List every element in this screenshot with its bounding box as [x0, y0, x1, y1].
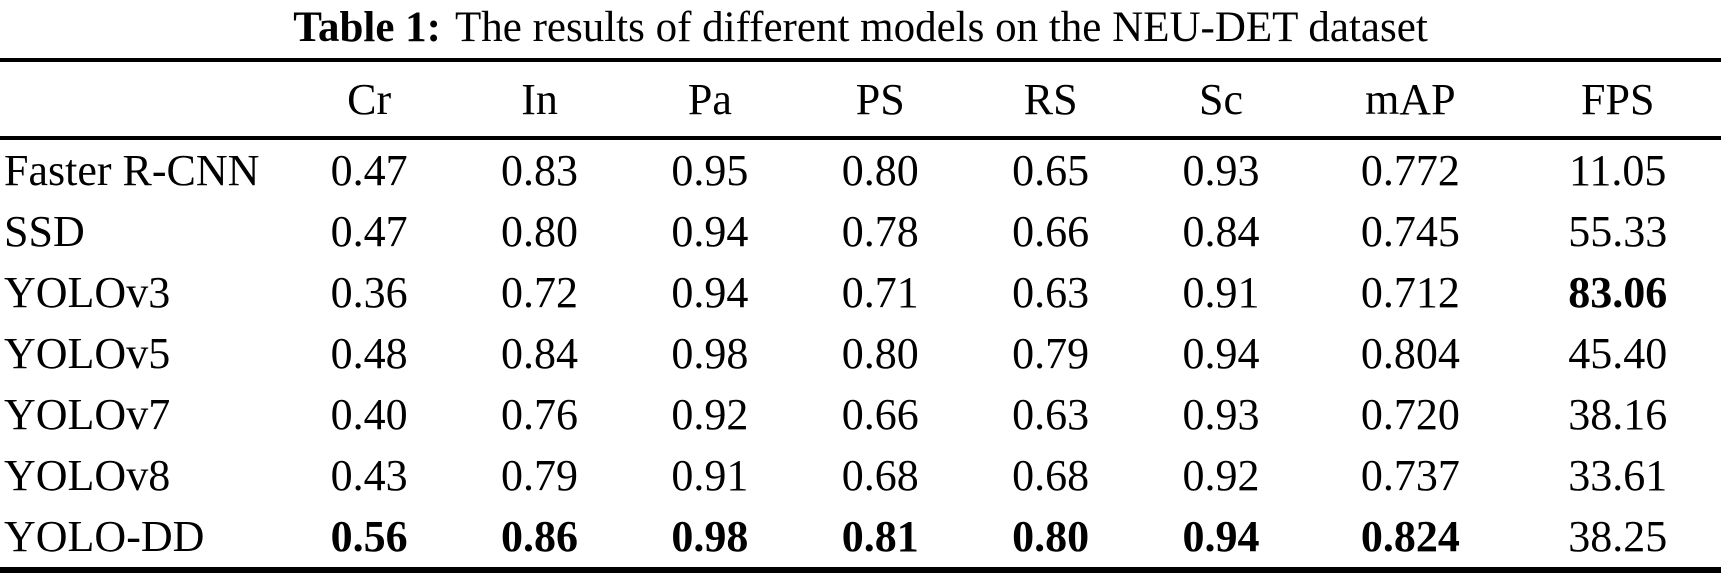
value-cell: 0.712: [1360, 268, 1460, 317]
value-cell: 0.78: [841, 207, 919, 256]
value-cell: 0.94: [671, 268, 749, 317]
results-table: Cr In Pa PS RS Sc mAP FPS Faster R-CNN 0.…: [0, 58, 1721, 573]
table-row: YOLOv5 0.48 0.84 0.98 0.80 0.79 0.94 0.804 45.40: [0, 323, 1721, 384]
value-cell: 0.68: [1012, 451, 1090, 500]
value-cell: 0.47: [330, 146, 408, 195]
value-cell: 0.71: [841, 268, 919, 317]
value-cell: 0.772: [1360, 146, 1460, 195]
value-cell: 0.745: [1360, 207, 1460, 256]
value-cell: 33.61: [1568, 451, 1668, 500]
value-cell: 0.79: [501, 451, 579, 500]
header-map: mAP: [1306, 60, 1515, 140]
model-name-cell: YOLOv5: [4, 329, 171, 378]
value-cell: 0.92: [671, 390, 749, 439]
value-cell: 0.79: [1012, 329, 1090, 378]
value-cell: 0.66: [1012, 207, 1090, 256]
value-cell: 0.93: [1182, 146, 1260, 195]
header-ps: PS: [795, 60, 966, 140]
value-cell: 0.824: [1360, 512, 1460, 561]
value-cell: 0.56: [330, 512, 408, 561]
table-caption-label: Table 1:: [293, 4, 441, 51]
value-cell: 0.94: [1182, 512, 1260, 561]
value-cell: 0.80: [501, 207, 579, 256]
value-cell: 0.76: [501, 390, 579, 439]
value-cell: 0.81: [841, 512, 919, 561]
value-cell: 0.47: [330, 207, 408, 256]
value-cell: 0.63: [1012, 268, 1090, 317]
value-cell: 0.91: [671, 451, 749, 500]
table-row: YOLO-DD 0.56 0.86 0.98 0.81 0.80 0.94 0.824 38.2…: [0, 506, 1721, 570]
model-name-cell: YOLOv7: [4, 390, 171, 439]
value-cell: 38.16: [1568, 390, 1668, 439]
value-cell: 0.84: [501, 329, 579, 378]
value-cell: 0.66: [841, 390, 919, 439]
value-cell: 0.36: [330, 268, 408, 317]
value-cell: 0.98: [671, 512, 749, 561]
value-cell: 0.65: [1012, 146, 1090, 195]
table-caption-text: The results of different models on the N…: [454, 4, 1428, 51]
value-cell: 0.80: [841, 329, 919, 378]
table-body: Faster R-CNN 0.47 0.83 0.95 0.80 0.65 0.93 0.77…: [0, 138, 1721, 570]
value-cell: 55.33: [1568, 207, 1668, 256]
value-cell: 0.80: [841, 146, 919, 195]
model-name-cell: YOLO-DD: [4, 512, 205, 561]
value-cell: 0.86: [501, 512, 579, 561]
table-row: YOLOv7 0.40 0.76 0.92 0.66 0.63 0.93 0.720 38.16: [0, 384, 1721, 445]
value-cell: 0.83: [501, 146, 579, 195]
value-cell: 0.72: [501, 268, 579, 317]
value-cell: 0.92: [1182, 451, 1260, 500]
header-in: In: [454, 60, 625, 140]
table-caption: Table 1: The results of different models …: [0, 0, 1721, 58]
value-cell: 0.91: [1182, 268, 1260, 317]
header-sc: Sc: [1135, 60, 1307, 140]
header-model: [0, 60, 284, 140]
model-name-cell: SSD: [4, 207, 85, 256]
value-cell: 0.48: [330, 329, 408, 378]
header-pa: Pa: [624, 60, 796, 140]
value-cell: 0.63: [1012, 390, 1090, 439]
value-cell: 45.40: [1568, 329, 1668, 378]
value-cell: 0.68: [841, 451, 919, 500]
value-cell: 0.95: [671, 146, 749, 195]
table-row: YOLOv8 0.43 0.79 0.91 0.68 0.68 0.92 0.737 33.61: [0, 445, 1721, 506]
value-cell: 0.94: [671, 207, 749, 256]
value-cell: 0.804: [1360, 329, 1460, 378]
value-cell: 11.05: [1569, 146, 1667, 195]
value-cell: 0.40: [330, 390, 408, 439]
value-cell: 0.98: [671, 329, 749, 378]
header-cr: Cr: [283, 60, 455, 140]
table-row: Faster R-CNN 0.47 0.83 0.95 0.80 0.65 0.93 0.77…: [0, 138, 1721, 201]
model-name-cell: YOLOv8: [4, 451, 171, 500]
value-cell: 0.94: [1182, 329, 1260, 378]
value-cell: 0.93: [1182, 390, 1260, 439]
table-row: YOLOv3 0.36 0.72 0.94 0.71 0.63 0.91 0.712 83.06: [0, 262, 1721, 323]
value-cell: 38.25: [1568, 512, 1668, 561]
value-cell: 83.06: [1568, 268, 1668, 317]
value-cell: 0.84: [1182, 207, 1260, 256]
model-name-cell: Faster R-CNN: [4, 146, 260, 195]
value-cell: 0.720: [1360, 390, 1460, 439]
table-row: SSD 0.47 0.80 0.94 0.78 0.66 0.84 0.745 55.33: [0, 201, 1721, 262]
value-cell: 0.737: [1360, 451, 1460, 500]
value-cell: 0.43: [330, 451, 408, 500]
header-row: Cr In Pa PS RS Sc mAP FPS: [0, 60, 1721, 140]
value-cell: 0.80: [1012, 512, 1090, 561]
header-fps: FPS: [1514, 60, 1721, 140]
header-rs: RS: [965, 60, 1136, 140]
model-name-cell: YOLOv3: [4, 268, 171, 317]
